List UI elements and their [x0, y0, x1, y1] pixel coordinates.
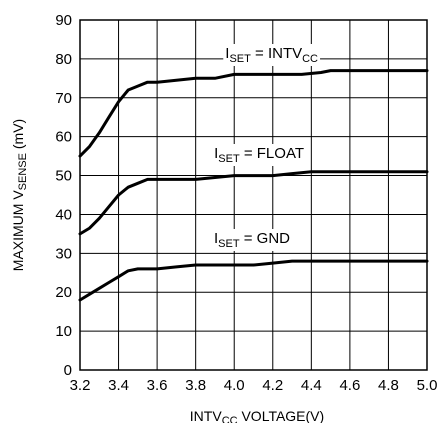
- y-tick-label: 0: [64, 362, 72, 379]
- y-tick-labels: 0 10 20 30 40 50 60 70 80 90: [55, 12, 72, 379]
- y-tick-label: 80: [55, 51, 72, 68]
- grid: [79, 19, 428, 371]
- x-tick-label: 4.4: [301, 377, 322, 394]
- x-tick-label: 4.0: [224, 377, 245, 394]
- x-tick-label: 3.2: [70, 377, 91, 394]
- series-label-backing: [223, 44, 321, 66]
- series-label-gnd: ISET = GND: [214, 230, 290, 250]
- series-label-backing: [211, 229, 293, 251]
- series-label-float: ISET = FLOAT: [214, 145, 304, 165]
- x-tick-label: 3.4: [108, 377, 129, 394]
- series-label-backing: [212, 144, 306, 166]
- y-tick-label: 70: [55, 90, 72, 107]
- plot-frame: [79, 19, 428, 371]
- x-tick-label: 3.6: [147, 377, 168, 394]
- x-tick-label: 4.8: [378, 377, 399, 394]
- y-tick-label: 30: [55, 245, 72, 262]
- y-tick-label: 90: [55, 12, 72, 29]
- y-tick-label: 50: [55, 168, 72, 185]
- y-tick-label: 20: [55, 284, 72, 301]
- series-label-intvcc: ISET = INTVCC: [225, 45, 318, 65]
- series-line-gnd: [78, 259, 429, 302]
- series-line-float: [78, 170, 429, 236]
- y-axis-title: MAXIMUM VSENSE (mV): [10, 119, 29, 271]
- x-tick-labels: 3.2 3.4 3.6 3.8 4.0 4.2 4.4 4.6 4.8 5.0: [70, 377, 438, 394]
- plot-border: [79, 19, 428, 371]
- series-line-intvcc: [78, 69, 429, 158]
- x-tick-label: 5.0: [417, 377, 438, 394]
- x-axis-title: INTVCC VOLTAGE(V): [190, 408, 324, 423]
- y-tick-label: 10: [55, 323, 72, 340]
- series-lines: [78, 69, 429, 302]
- x-tick-label: 4.6: [339, 377, 360, 394]
- y-tick-label: 60: [55, 129, 72, 146]
- y-tick-label: 40: [55, 206, 72, 223]
- x-tick-label: 4.2: [262, 377, 283, 394]
- x-tick-label: 3.8: [185, 377, 206, 394]
